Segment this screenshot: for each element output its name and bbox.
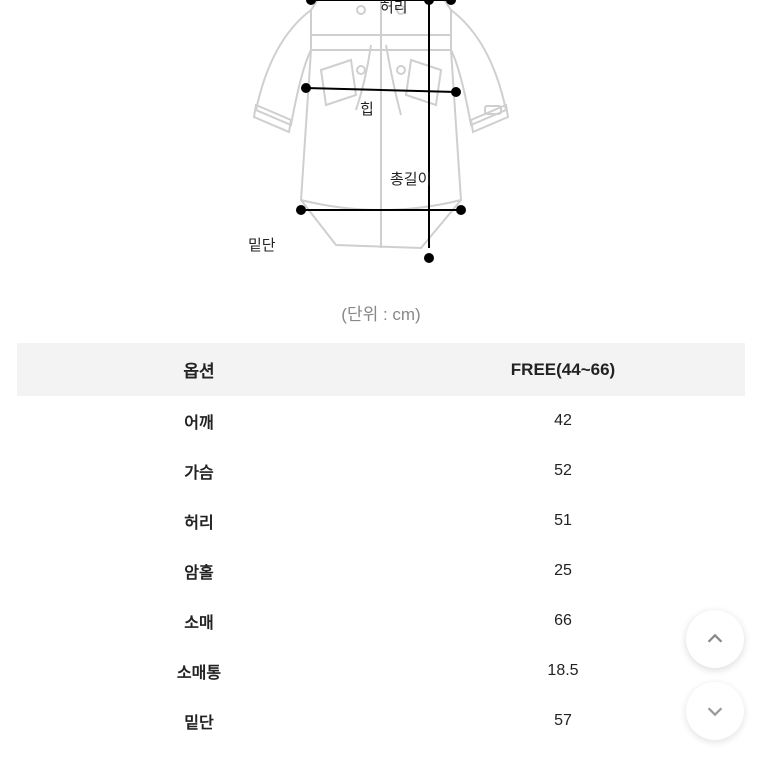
size-diagram: 허리 힙 총길이 밑단	[0, 0, 762, 280]
size-table-header-row: 옵션 FREE(44~66)	[17, 343, 745, 396]
row-label: 소매통	[17, 646, 381, 696]
size-table-body: 어깨42 가슴52 허리51 암홀25 소매66 소매통18.5 밑단57	[17, 396, 745, 746]
table-row: 밑단57	[17, 696, 745, 746]
header-option: 옵션	[17, 343, 381, 396]
diagram-label-total-length: 총길이	[390, 168, 431, 189]
row-value: 42	[381, 396, 745, 446]
table-row: 허리51	[17, 496, 745, 546]
coat-diagram-svg	[161, 0, 601, 280]
unit-label: (단위 : cm)	[0, 300, 762, 325]
chevron-down-icon	[704, 700, 726, 722]
table-row: 암홀25	[17, 546, 745, 596]
row-label: 가슴	[17, 446, 381, 496]
row-label: 밑단	[17, 696, 381, 746]
chevron-up-icon	[704, 628, 726, 650]
row-label: 소매	[17, 596, 381, 646]
row-label: 암홀	[17, 546, 381, 596]
diagram-label-hem: 밑단	[248, 234, 276, 255]
row-label: 어깨	[17, 396, 381, 446]
row-value: 51	[381, 496, 745, 546]
diagram-label-hip: 힙	[360, 98, 374, 119]
header-size: FREE(44~66)	[381, 343, 745, 396]
row-value: 25	[381, 546, 745, 596]
scroll-down-button[interactable]	[686, 682, 744, 740]
table-row: 소매통18.5	[17, 646, 745, 696]
table-row: 어깨42	[17, 396, 745, 446]
size-table: 옵션 FREE(44~66) 어깨42 가슴52 허리51 암홀25 소매66 …	[17, 343, 745, 746]
table-row: 소매66	[17, 596, 745, 646]
scroll-top-button[interactable]	[686, 610, 744, 668]
row-label: 허리	[17, 496, 381, 546]
diagram-label-waist: 허리	[380, 0, 408, 17]
row-value: 52	[381, 446, 745, 496]
table-row: 가슴52	[17, 446, 745, 496]
